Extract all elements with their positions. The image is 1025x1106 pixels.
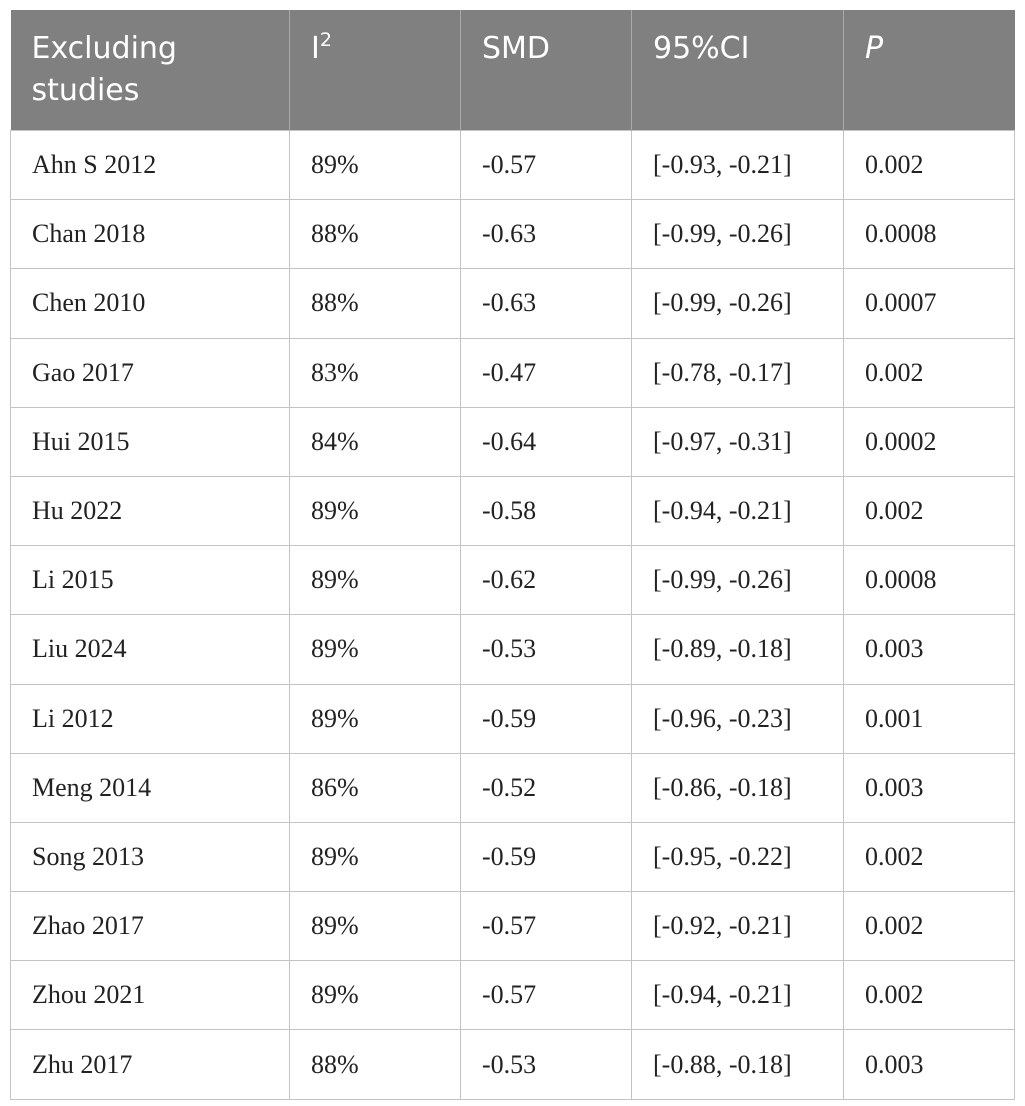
i2-cell: 89% bbox=[289, 891, 461, 962]
table-row: Li 2012 89% -0.59 [-0.96, -0.23] 0.001 bbox=[10, 683, 1015, 754]
p-cell: 0.002 bbox=[843, 475, 1015, 547]
ci-cell: [-0.96, -0.23] bbox=[631, 683, 844, 754]
ci-cell: [-0.95, -0.22] bbox=[631, 821, 844, 893]
p-cell: 0.0008 bbox=[843, 545, 1015, 616]
ci-cell: [-0.92, -0.21] bbox=[631, 891, 844, 962]
study-cell: Li 2012 bbox=[10, 683, 290, 754]
ci-cell: [-0.78, -0.17] bbox=[631, 337, 844, 408]
p-cell: 0.003 bbox=[843, 614, 1015, 685]
sensitivity-table: Excluding studies I2 SMD 95%CI P Ahn S 2… bbox=[10, 10, 1015, 1100]
ci-cell: [-0.94, -0.21] bbox=[631, 960, 844, 1031]
study-cell: Hui 2015 bbox=[10, 406, 290, 477]
table-row: Zhu 2017 88% -0.53 [-0.88, -0.18] 0.003 bbox=[10, 1029, 1015, 1100]
p-cell: 0.003 bbox=[843, 752, 1015, 823]
table-row: Chan 2018 88% -0.63 [-0.99, -0.26] 0.0008 bbox=[10, 199, 1015, 270]
table-row: Song 2013 89% -0.59 [-0.95, -0.22] 0.002 bbox=[10, 821, 1015, 893]
ci-cell: [-0.88, -0.18] bbox=[631, 1029, 844, 1100]
i2-cell: 84% bbox=[289, 406, 461, 477]
i2-cell: 89% bbox=[289, 960, 461, 1031]
ci-cell: [-0.94, -0.21] bbox=[631, 475, 844, 547]
smd-cell: -0.63 bbox=[460, 268, 632, 339]
header-i-squared: I2 bbox=[289, 10, 461, 131]
study-cell: Liu 2024 bbox=[10, 614, 290, 685]
study-cell: Song 2013 bbox=[10, 821, 290, 893]
i2-cell: 89% bbox=[289, 683, 461, 754]
table-row: Ahn S 2012 89% -0.57 [-0.93, -0.21] 0.002 bbox=[10, 129, 1015, 201]
i2-cell: 88% bbox=[289, 268, 461, 339]
smd-cell: -0.64 bbox=[460, 406, 632, 477]
header-smd: SMD bbox=[460, 10, 632, 131]
smd-cell: -0.62 bbox=[460, 545, 632, 616]
smd-cell: -0.53 bbox=[460, 614, 632, 685]
i2-cell: 89% bbox=[289, 614, 461, 685]
study-cell: Zhou 2021 bbox=[10, 960, 290, 1031]
p-cell: 0.0008 bbox=[843, 199, 1015, 270]
smd-cell: -0.63 bbox=[460, 199, 632, 270]
study-cell: Li 2015 bbox=[10, 545, 290, 616]
p-cell: 0.002 bbox=[843, 891, 1015, 962]
ci-cell: [-0.99, -0.26] bbox=[631, 545, 844, 616]
smd-cell: -0.57 bbox=[460, 960, 632, 1031]
ci-cell: [-0.99, -0.26] bbox=[631, 199, 844, 270]
header-95ci: 95%CI bbox=[631, 10, 844, 131]
i2-cell: 88% bbox=[289, 199, 461, 270]
i2-cell: 89% bbox=[289, 545, 461, 616]
study-cell: Meng 2014 bbox=[10, 752, 290, 823]
p-cell: 0.002 bbox=[843, 960, 1015, 1031]
ci-cell: [-0.93, -0.21] bbox=[631, 129, 844, 201]
study-cell: Chen 2010 bbox=[10, 268, 290, 339]
table-row: Gao 2017 83% -0.47 [-0.78, -0.17] 0.002 bbox=[10, 337, 1015, 408]
smd-cell: -0.57 bbox=[460, 129, 632, 201]
table-row: Hui 2015 84% -0.64 [-0.97, -0.31] 0.0002 bbox=[10, 406, 1015, 477]
smd-cell: -0.53 bbox=[460, 1029, 632, 1100]
study-cell: Ahn S 2012 bbox=[10, 129, 290, 201]
smd-cell: -0.58 bbox=[460, 475, 632, 547]
p-cell: 0.003 bbox=[843, 1029, 1015, 1100]
i2-cell: 89% bbox=[289, 821, 461, 893]
i2-cell: 83% bbox=[289, 337, 461, 408]
header-excluding-studies: Excluding studies bbox=[10, 10, 290, 131]
table-row: Chen 2010 88% -0.63 [-0.99, -0.26] 0.0007 bbox=[10, 268, 1015, 339]
ci-cell: [-0.89, -0.18] bbox=[631, 614, 844, 685]
i2-cell: 89% bbox=[289, 475, 461, 547]
study-cell: Hu 2022 bbox=[10, 475, 290, 547]
study-cell: Zhao 2017 bbox=[10, 891, 290, 962]
study-cell: Gao 2017 bbox=[10, 337, 290, 408]
table-row: Zhao 2017 89% -0.57 [-0.92, -0.21] 0.002 bbox=[10, 891, 1015, 962]
p-cell: 0.0007 bbox=[843, 268, 1015, 339]
table-row: Meng 2014 86% -0.52 [-0.86, -0.18] 0.003 bbox=[10, 752, 1015, 823]
header-p: P bbox=[843, 10, 1015, 131]
smd-cell: -0.52 bbox=[460, 752, 632, 823]
i2-cell: 88% bbox=[289, 1029, 461, 1100]
study-cell: Chan 2018 bbox=[10, 199, 290, 270]
p-cell: 0.002 bbox=[843, 337, 1015, 408]
table-row: Liu 2024 89% -0.53 [-0.89, -0.18] 0.003 bbox=[10, 614, 1015, 685]
ci-cell: [-0.86, -0.18] bbox=[631, 752, 844, 823]
table-header-row: Excluding studies I2 SMD 95%CI P bbox=[10, 10, 1015, 131]
smd-cell: -0.59 bbox=[460, 821, 632, 893]
p-cell: 0.001 bbox=[843, 683, 1015, 754]
p-cell: 0.002 bbox=[843, 821, 1015, 893]
p-cell: 0.002 bbox=[843, 129, 1015, 201]
smd-cell: -0.57 bbox=[460, 891, 632, 962]
table-row: Hu 2022 89% -0.58 [-0.94, -0.21] 0.002 bbox=[10, 475, 1015, 547]
p-cell: 0.0002 bbox=[843, 406, 1015, 477]
smd-cell: -0.59 bbox=[460, 683, 632, 754]
table-row: Zhou 2021 89% -0.57 [-0.94, -0.21] 0.002 bbox=[10, 960, 1015, 1031]
ci-cell: [-0.99, -0.26] bbox=[631, 268, 844, 339]
i2-cell: 89% bbox=[289, 129, 461, 201]
study-cell: Zhu 2017 bbox=[10, 1029, 290, 1100]
i2-cell: 86% bbox=[289, 752, 461, 823]
table-row: Li 2015 89% -0.62 [-0.99, -0.26] 0.0008 bbox=[10, 545, 1015, 616]
smd-cell: -0.47 bbox=[460, 337, 632, 408]
ci-cell: [-0.97, -0.31] bbox=[631, 406, 844, 477]
